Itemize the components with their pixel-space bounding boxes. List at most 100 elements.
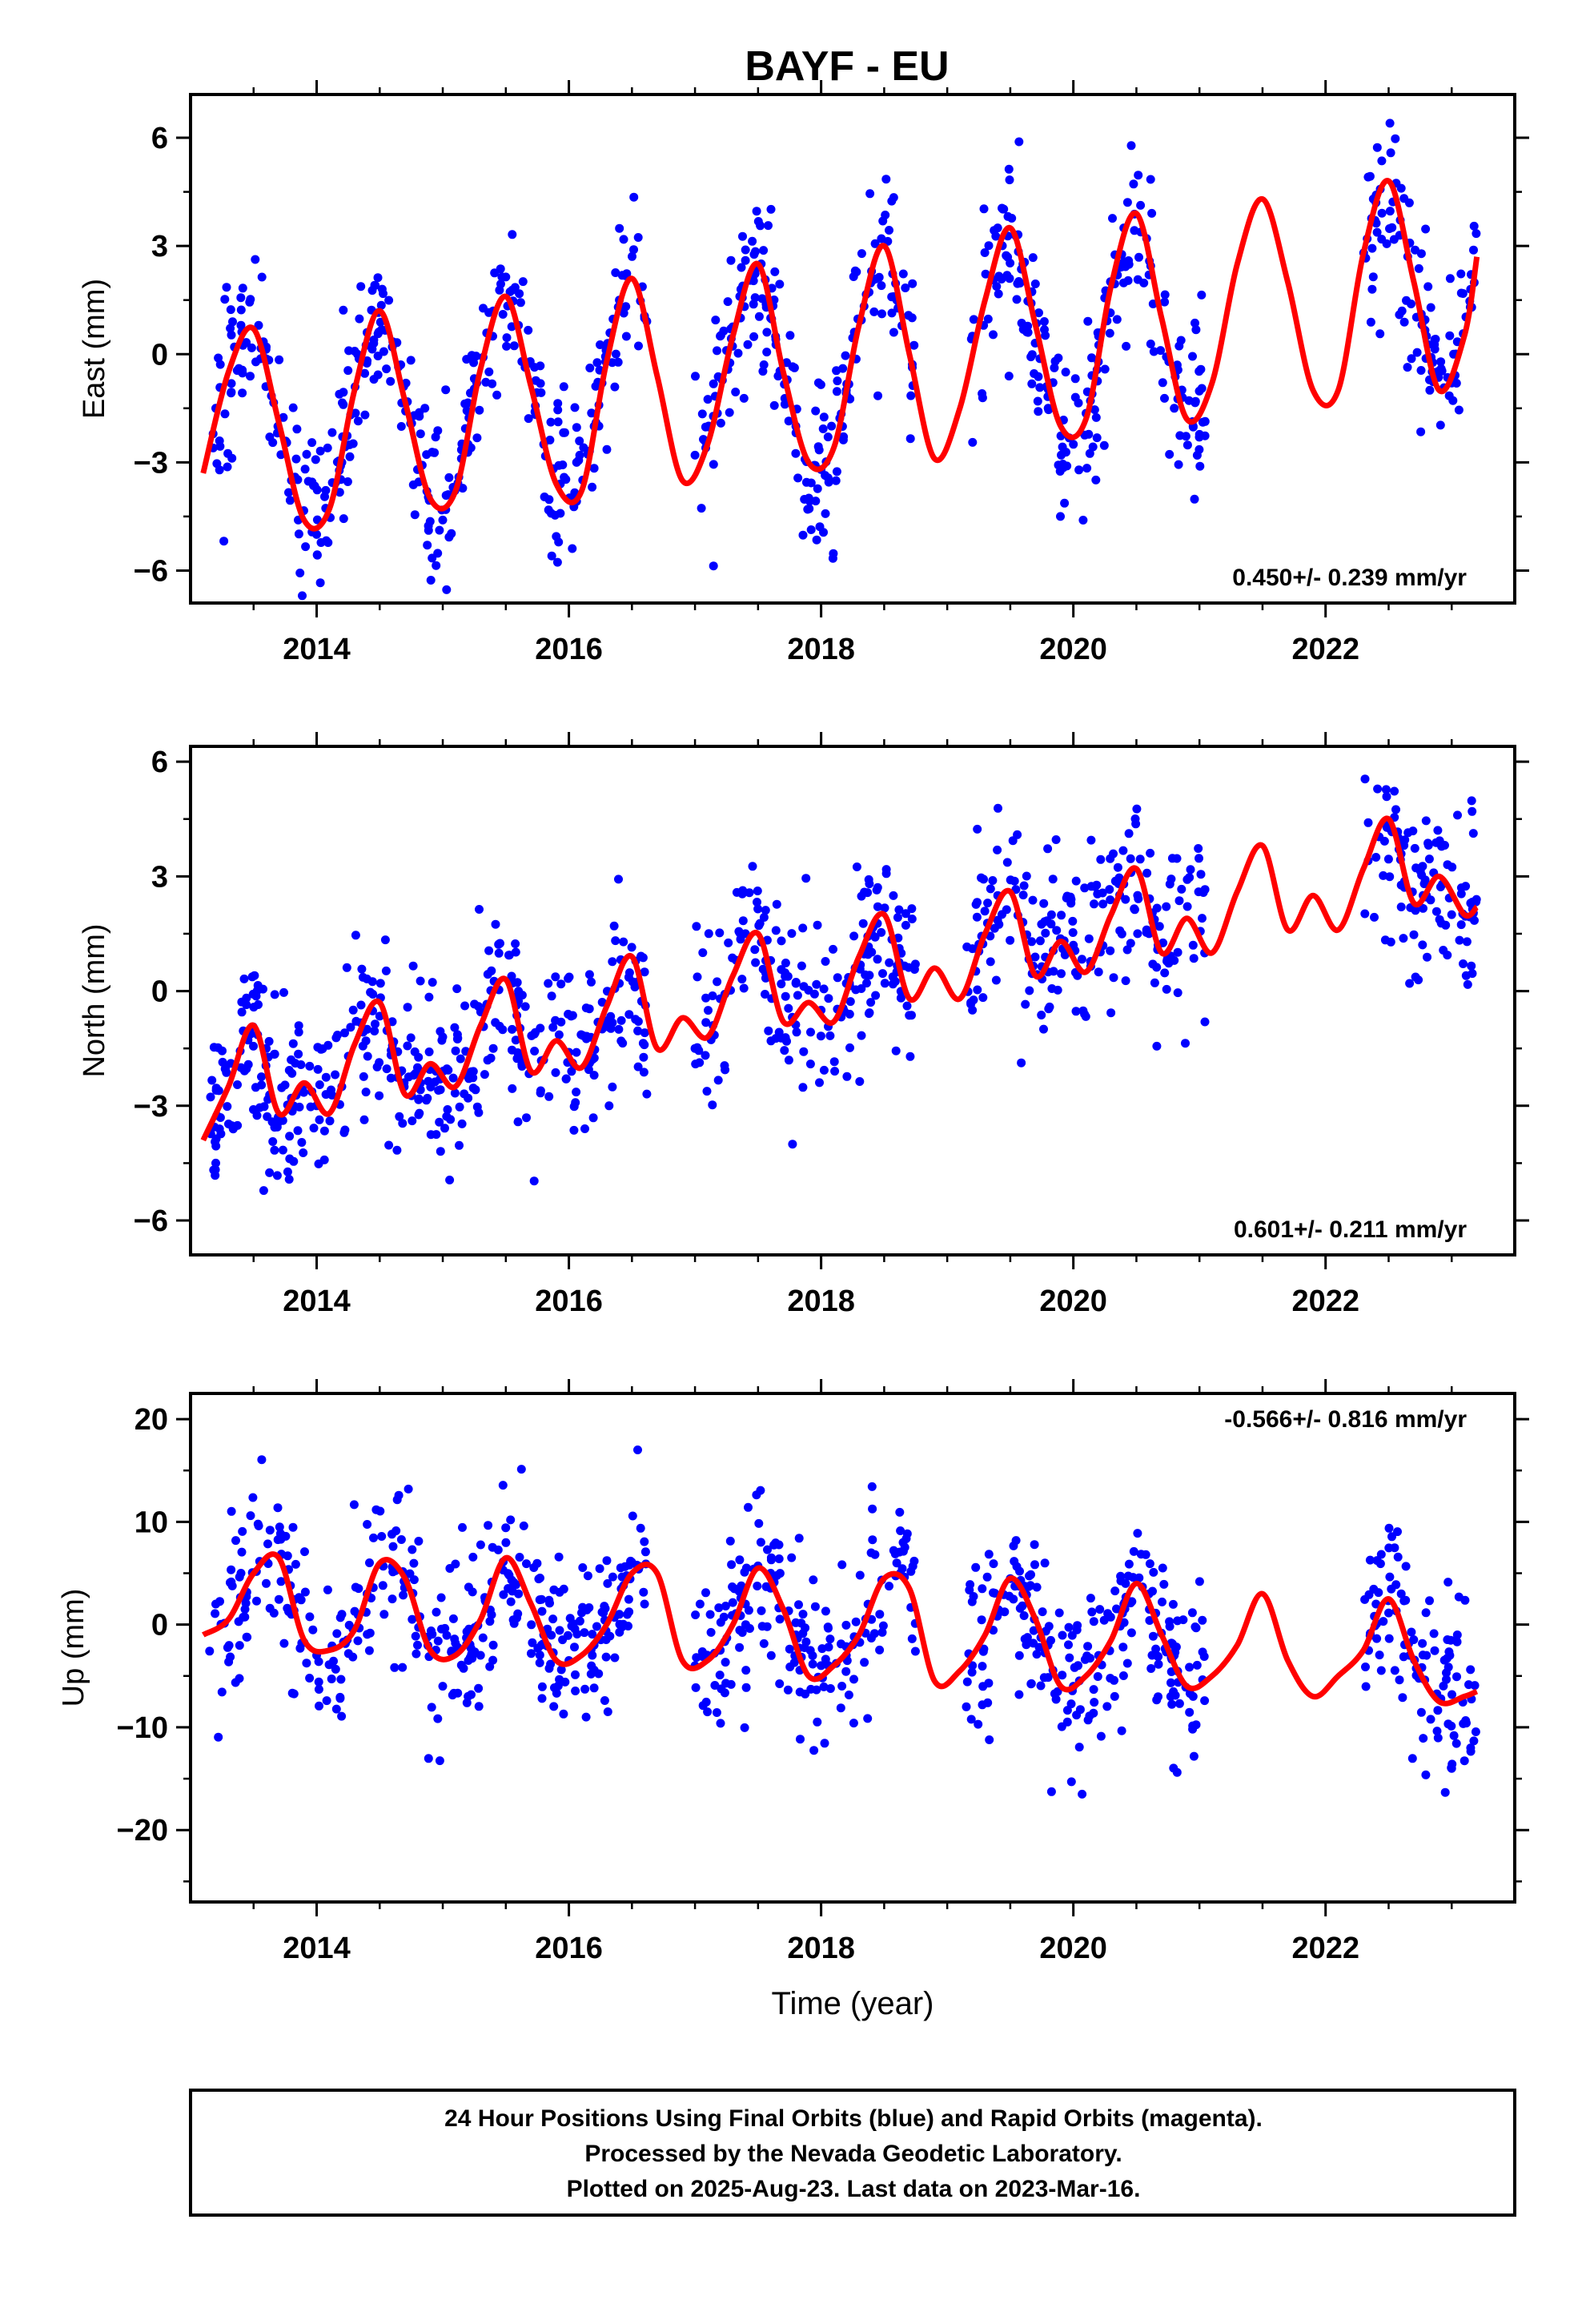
- data-point: [464, 1691, 473, 1701]
- data-point: [905, 434, 915, 444]
- data-point: [1094, 967, 1103, 977]
- data-point: [735, 1642, 745, 1652]
- data-point: [355, 314, 364, 324]
- data-point: [327, 1675, 336, 1683]
- data-point: [584, 970, 594, 979]
- data-point: [1087, 1607, 1097, 1617]
- data-point: [220, 295, 230, 304]
- data-point: [825, 1634, 835, 1644]
- data-point: [1058, 1630, 1067, 1640]
- data-point: [610, 382, 620, 392]
- data-point: [1050, 363, 1059, 372]
- data-point: [698, 948, 708, 958]
- data-point: [424, 992, 434, 1002]
- data-point: [411, 1631, 420, 1641]
- data-point: [546, 417, 556, 427]
- data-point: [338, 398, 347, 408]
- data-point: [1368, 272, 1378, 282]
- data-point: [1058, 460, 1068, 469]
- data-point: [1066, 1777, 1076, 1787]
- data-point: [709, 379, 718, 388]
- x-axis-label: Time (year): [772, 1986, 934, 2021]
- data-point: [793, 473, 803, 483]
- data-point: [272, 1122, 282, 1132]
- data-point: [1112, 315, 1122, 324]
- data-point: [875, 1610, 885, 1619]
- data-point: [1385, 207, 1395, 216]
- data-point: [1089, 1617, 1098, 1626]
- data-point: [1414, 263, 1423, 273]
- data-point: [467, 1650, 476, 1659]
- data-point: [600, 1696, 609, 1705]
- data-point: [325, 1116, 335, 1126]
- data-point: [1200, 1696, 1210, 1706]
- data-point: [265, 432, 275, 442]
- data-point: [581, 1034, 591, 1043]
- data-point: [1130, 814, 1140, 823]
- data-point: [703, 395, 713, 404]
- data-point: [1189, 954, 1199, 963]
- panel-up: 2014 2016 2018 2020 2022 −20 −10 0 10 20 Up (mm) -0…: [57, 1379, 1529, 2021]
- data-point: [342, 963, 351, 972]
- data-point: [265, 1168, 275, 1177]
- data-point: [1025, 1571, 1034, 1581]
- data-point: [1034, 1642, 1044, 1652]
- data-point: [450, 1023, 460, 1032]
- data-point: [1383, 854, 1393, 864]
- data-point: [551, 1068, 560, 1077]
- data-point: [738, 916, 748, 926]
- data-point: [1200, 416, 1210, 426]
- data-point: [254, 320, 263, 330]
- data-point: [1452, 1637, 1462, 1647]
- data-point: [408, 1545, 417, 1554]
- data-point: [989, 1588, 998, 1598]
- data-point: [1172, 360, 1182, 370]
- data-point: [837, 1560, 847, 1570]
- data-point: [819, 984, 829, 994]
- data-point: [474, 1683, 484, 1693]
- data-point: [777, 936, 786, 946]
- data-point: [1375, 329, 1385, 339]
- data-point: [299, 1088, 308, 1097]
- data-point: [493, 1545, 503, 1554]
- data-point: [869, 307, 879, 316]
- data-point: [363, 1051, 372, 1061]
- data-point: [772, 899, 781, 909]
- data-point: [1195, 461, 1205, 471]
- data-point: [766, 204, 776, 214]
- data-point: [749, 332, 759, 341]
- data-point: [628, 1511, 637, 1521]
- data-point: [508, 1582, 517, 1592]
- data-point: [750, 293, 760, 303]
- data-point: [789, 363, 799, 372]
- data-point: [226, 1652, 235, 1662]
- data-point: [450, 1088, 460, 1098]
- data-point: [1421, 1770, 1431, 1779]
- data-point: [744, 1502, 753, 1512]
- data-point: [1421, 224, 1431, 234]
- data-point: [568, 544, 577, 553]
- data-point: [1391, 1580, 1401, 1590]
- data-point: [227, 453, 237, 463]
- data-point: [275, 355, 284, 364]
- data-point: [994, 803, 1002, 813]
- data-point: [1439, 1681, 1448, 1691]
- data-point: [294, 1021, 303, 1031]
- data-point: [544, 1092, 554, 1101]
- data-point: [448, 1073, 458, 1083]
- data-point: [1133, 275, 1142, 284]
- x-tick-label: 2022: [1291, 1285, 1359, 1318]
- data-point: [251, 1083, 260, 1092]
- data-point: [695, 1599, 705, 1609]
- data-point: [794, 1600, 803, 1610]
- data-point: [1442, 1675, 1451, 1684]
- data-point: [1013, 279, 1022, 288]
- data-point: [1130, 905, 1139, 915]
- data-point: [231, 1536, 240, 1546]
- data-point: [633, 1445, 642, 1454]
- data-point: [721, 1658, 730, 1667]
- data-point: [877, 281, 886, 291]
- data-point: [1440, 841, 1449, 850]
- data-point: [1008, 836, 1018, 846]
- data-point: [862, 979, 871, 988]
